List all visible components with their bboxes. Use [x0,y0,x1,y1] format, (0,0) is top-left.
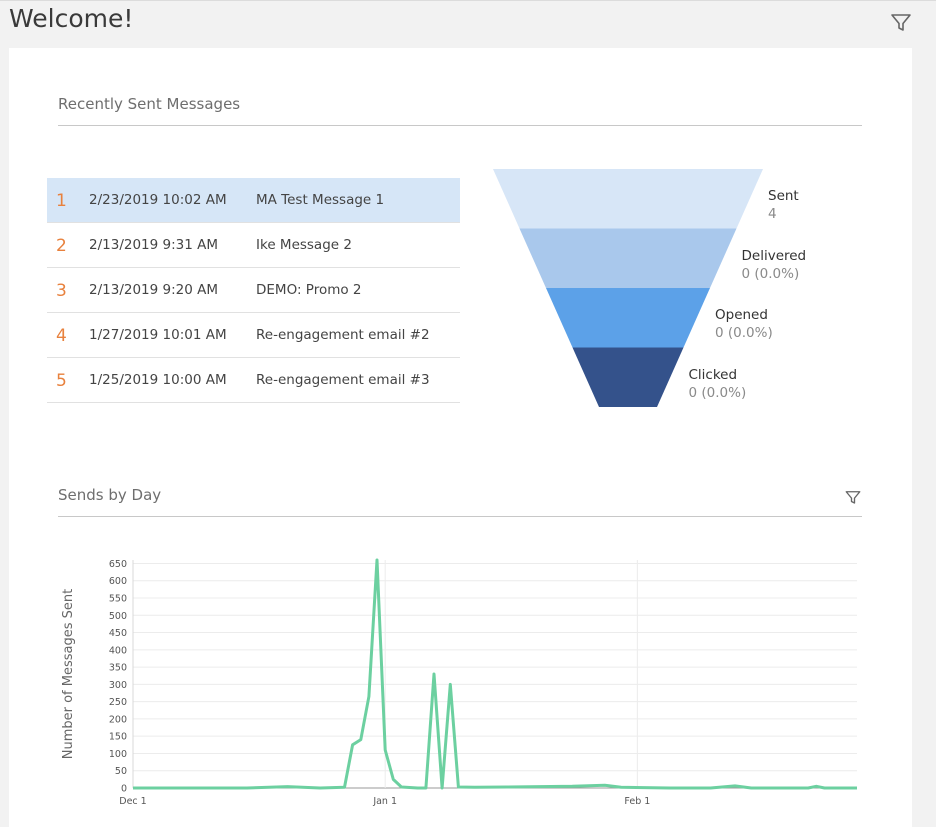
funnel-stage-value: 0 (0.0%) [715,325,773,341]
message-row[interactable]: 5 1/25/2019 10:00 AM Re-engagement email #… [47,358,460,403]
message-date: 2/13/2019 9:20 AM [89,282,219,298]
message-row[interactable]: 2 2/13/2019 9:31 AM Ike Message 2 [47,223,460,268]
message-row[interactable]: 3 2/13/2019 9:20 AM DEMO: Promo 2 [47,268,460,313]
y-tick-label: 50 [115,766,127,777]
message-row[interactable]: 4 1/27/2019 10:01 AM Re-engagement email #… [47,313,460,358]
y-tick-label: 0 [121,784,127,795]
filter-icon[interactable] [889,10,913,34]
funnel-stage-delivered [519,228,737,288]
y-tick-label: 100 [109,749,127,760]
x-tick-label: Jan 1 [372,796,397,807]
funnel-stage-sent [493,169,763,229]
funnel-label-clicked: Clicked 0 (0.0%) [689,367,747,401]
funnel-stage-clicked [572,347,684,407]
funnel-label-opened: Opened 0 (0.0%) [715,307,773,341]
y-tick-label: 600 [109,576,127,587]
message-name: Re-engagement email #2 [256,327,430,343]
top-border [0,0,936,1]
message-rank: 3 [56,281,67,301]
x-tick-label: Dec 1 [119,796,146,807]
x-tick-label: Feb 1 [624,796,650,807]
recent-messages-title: Recently Sent Messages [58,95,241,113]
y-tick-label: 300 [109,680,127,691]
message-name: MA Test Message 1 [256,192,385,208]
funnel-stage-label: Opened [715,307,768,323]
page-title: Welcome! [9,4,134,33]
message-rank: 4 [56,326,67,346]
funnel-stage-opened [546,288,710,348]
y-tick-label: 650 [109,559,127,570]
message-rank: 2 [56,236,67,256]
message-name: DEMO: Promo 2 [256,282,362,298]
message-name: Re-engagement email #3 [256,372,430,388]
message-name: Ike Message 2 [256,237,352,253]
message-date: 1/27/2019 10:01 AM [89,327,227,343]
y-tick-label: 400 [109,645,127,656]
message-rank: 5 [56,371,67,391]
message-date: 2/13/2019 9:31 AM [89,237,219,253]
y-tick-label: 200 [109,714,127,725]
message-rank: 1 [56,191,67,211]
message-date: 2/23/2019 10:02 AM [89,192,227,208]
y-tick-label: 500 [109,611,127,622]
funnel-stage-value: 0 (0.0%) [741,265,800,282]
funnel-label-sent: Sent 4 [768,188,799,222]
series-line [133,558,857,790]
filter-icon[interactable] [844,488,862,506]
funnel-label-delivered: Delivered 0 (0.0%) [742,248,807,282]
recent-messages-divider [58,125,862,126]
sends-by-day-title: Sends by Day [58,486,162,504]
y-tick-label: 350 [109,663,127,674]
funnel-stage-value: 4 [768,206,777,222]
sends-by-day-chart: 0 50 100 150 200 250 300 350 400 450 500 550 600 650 D… [61,558,857,807]
sends-by-day-divider [58,516,862,517]
funnel-stage-value: 0 (0.0%) [688,384,747,401]
recent-messages-list: 1 2/23/2019 10:02 AM MA Test Message 1 2 2/1… [47,178,460,403]
y-axis-title: Number of Messages Sent [61,589,76,760]
message-date: 1/25/2019 10:00 AM [89,372,227,388]
funnel-stage-label: Sent [768,188,799,204]
y-tick-label: 150 [109,732,127,743]
message-row[interactable]: 1 2/23/2019 10:02 AM MA Test Message 1 [47,178,460,223]
engagement-funnel [493,169,763,407]
dashboard-card: Recently Sent Messages 1 2/23/2019 10:02 … [9,48,912,827]
y-tick-label: 550 [109,594,127,605]
funnel-stage-label: Clicked [688,366,738,383]
y-tick-label: 450 [109,628,127,639]
funnel-stage-label: Delivered [741,247,807,264]
y-tick-label: 250 [109,697,127,708]
